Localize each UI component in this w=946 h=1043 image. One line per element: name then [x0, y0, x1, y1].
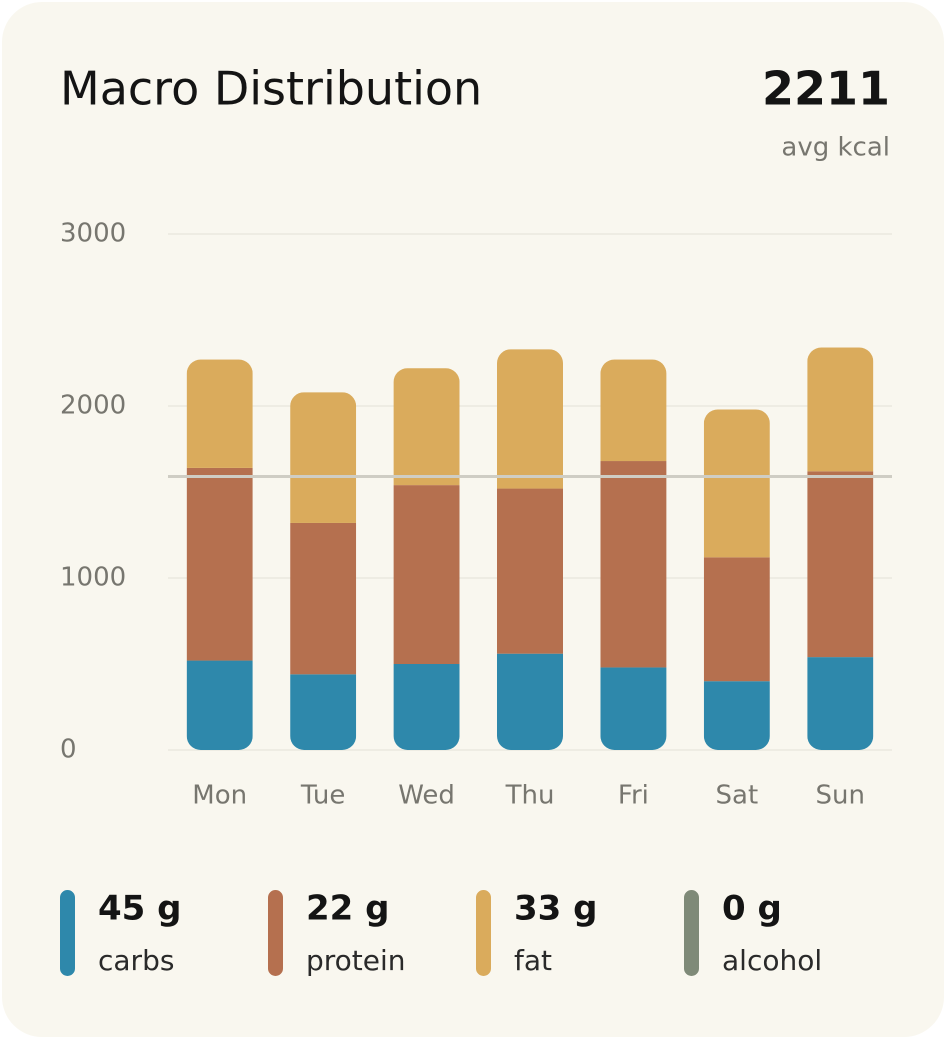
x-tick-label: Thu — [505, 781, 555, 811]
bar-segment — [600, 461, 667, 668]
legend-value: 22 g — [306, 889, 390, 929]
legend-swatch — [60, 890, 75, 976]
y-tick-label: 1000 — [60, 563, 126, 593]
bar-stack — [600, 359, 667, 750]
legend-name: carbs — [98, 944, 174, 977]
kpi-label: avg kcal — [781, 133, 890, 163]
x-tick-label: Wed — [398, 781, 455, 811]
bar-segment — [393, 368, 460, 486]
legend-value: 33 g — [514, 889, 598, 929]
legend-name: alcohol — [722, 944, 822, 977]
bar-segment — [393, 485, 460, 664]
bar-segment — [600, 667, 667, 750]
legend-swatch — [268, 890, 283, 976]
bar-segment — [807, 657, 874, 750]
bar-stack — [186, 359, 253, 750]
legend-name: protein — [306, 944, 406, 977]
bar-segment — [290, 674, 357, 750]
x-tick-label: Tue — [300, 781, 345, 811]
kpi-value: 2211 — [762, 62, 890, 116]
bar-segment — [497, 488, 563, 654]
legend-value: 0 g — [722, 889, 782, 929]
legend-swatch — [476, 890, 491, 976]
bar-segment — [186, 359, 253, 468]
x-tick-label: Sun — [816, 781, 865, 811]
bar-stack — [290, 392, 357, 750]
bar-stack — [497, 349, 563, 750]
legend-swatch — [684, 890, 699, 976]
bar-segment — [497, 653, 563, 750]
bar-segment — [186, 467, 253, 661]
bar-segment — [703, 557, 770, 682]
bar-segment — [393, 664, 460, 750]
y-tick-label: 3000 — [60, 219, 126, 249]
bar-segment — [497, 349, 563, 489]
bar-stack — [703, 409, 770, 750]
y-tick-label: 2000 — [60, 391, 126, 421]
bar-stack — [393, 368, 460, 750]
legend-value: 45 g — [98, 889, 182, 929]
chart-title: Macro Distribution — [60, 62, 482, 116]
bar-segment — [807, 471, 874, 658]
x-tick-label: Sat — [716, 781, 759, 811]
bar-segment — [703, 681, 770, 750]
y-tick-label: 0 — [60, 735, 77, 765]
bar-segment — [290, 522, 357, 675]
bar-segment — [807, 347, 874, 472]
bar-segment — [600, 359, 667, 462]
bar-segment — [703, 409, 770, 558]
bar-segment — [186, 660, 253, 750]
x-tick-label: Mon — [192, 781, 247, 811]
legend-name: fat — [514, 944, 552, 977]
x-tick-label: Fri — [618, 781, 649, 811]
bar-stack — [807, 347, 874, 750]
bar-segment — [290, 392, 357, 523]
